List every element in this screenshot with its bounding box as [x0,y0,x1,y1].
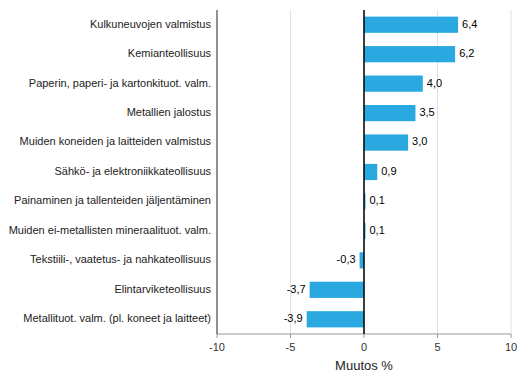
tick-label: 10 [505,341,517,353]
data-label: 3,0 [412,135,427,147]
x-axis: -10 -5 0 5 10 [209,334,517,353]
category-label: Muiden koneiden ja laitteiden valmistus [20,135,212,147]
bars [307,17,458,328]
tick-mark [511,334,512,338]
tick-label: -5 [286,341,296,353]
data-labels: -3,9 -3,7 -0,3 0,1 0,1 0,9 3,0 3,5 4,0 6,2 6,4 [284,18,478,325]
data-label: 6,4 [462,18,477,30]
grid-line [511,10,512,334]
tick-mark [217,334,218,338]
category-label: Sähkö- ja elektroniikkateollisuus [54,165,211,177]
tick-label: 5 [434,341,440,353]
data-label: 0,9 [381,165,396,177]
tick-mark [437,334,438,338]
category-label: Paperin, paperi- ja kartonkituot. valm. [29,77,211,89]
grid [217,10,511,334]
data-label: 3,5 [419,106,434,118]
category-label: Kemianteollisuus [128,47,212,59]
bar [364,46,455,62]
data-label: -3,9 [284,312,303,324]
background [0,0,529,378]
chart-container: Metallituot. valm. (pl. koneet ja laitte… [0,0,529,378]
chart-svg: Metallituot. valm. (pl. koneet ja laitte… [0,0,529,378]
x-axis-title: Muutos % [335,358,393,373]
data-label: -3,7 [287,283,306,295]
bar [364,134,408,150]
data-label: 4,0 [427,77,442,89]
category-labels: Metallituot. valm. (pl. koneet ja laitte… [9,18,212,325]
data-label: 0,1 [369,224,384,236]
data-label: 0,1 [369,194,384,206]
data-label: -0,3 [337,253,356,265]
grid-line [217,10,218,334]
bar [364,164,377,180]
category-label: Kulkuneuvojen valmistus [90,18,212,30]
y-axis-line [217,10,218,334]
category-label: Tekstiili-, vaatetus- ja nahkateollisuus [30,253,211,265]
axes [217,10,511,334]
bar [364,17,458,33]
zero-line [363,10,365,334]
category-label: Metallien jalostus [127,106,212,118]
grid-line [364,10,365,334]
category-label: Painaminen ja tallenteiden jäljentäminen [14,194,211,206]
category-label: Metallituot. valm. (pl. koneet ja laitte… [23,312,211,324]
tick-label: -10 [209,341,225,353]
tick-label: 0 [361,341,367,353]
data-label: 6,2 [459,47,474,59]
bar [364,105,415,121]
bar [364,76,423,92]
category-label: Elintarviketeollisuus [114,283,211,295]
bar [307,311,364,327]
tick-mark [290,334,291,338]
category-label: Muiden ei-metallisten mineraalituot. val… [9,224,211,236]
bar [310,282,364,298]
tick-mark [364,334,365,338]
